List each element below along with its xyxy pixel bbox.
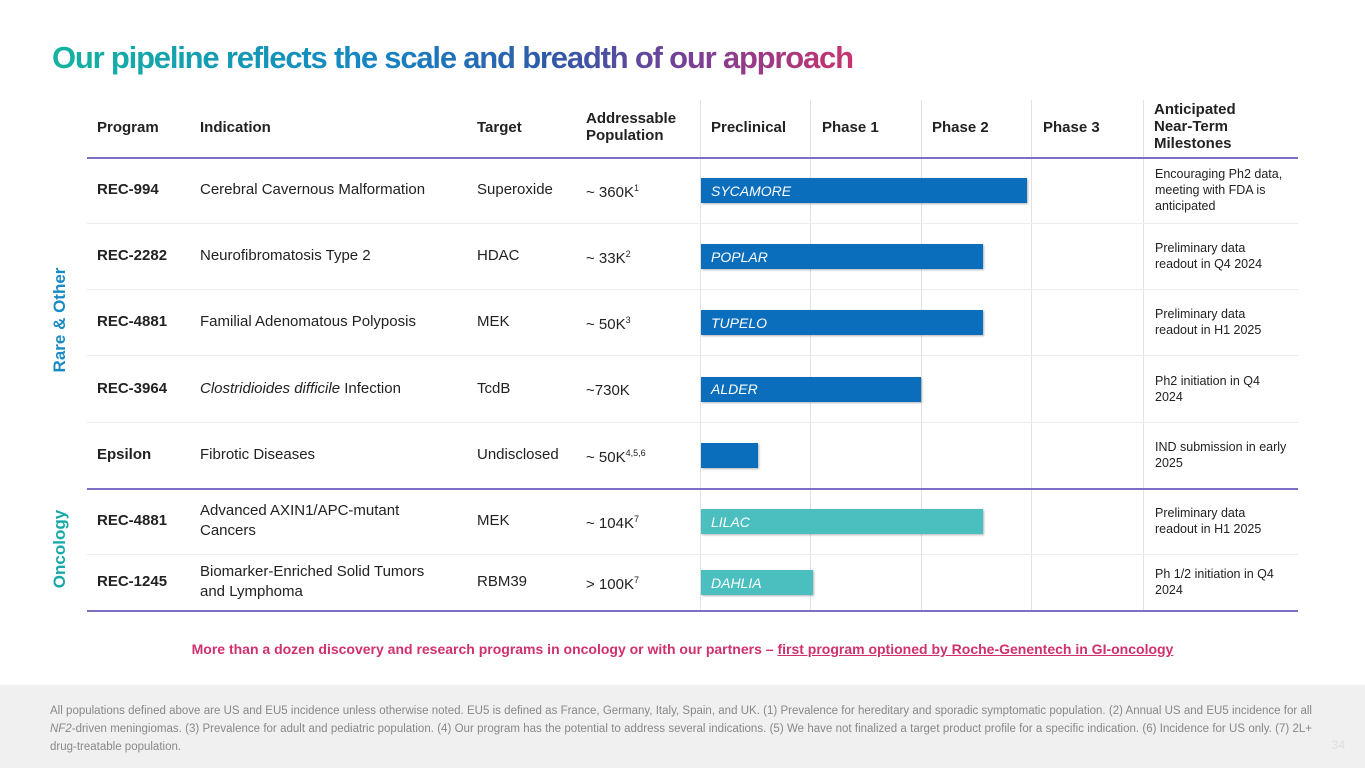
group-divider: [87, 488, 1298, 490]
indication-text: Advanced AXIN1/APC-mutant Cancers: [200, 502, 400, 539]
population-value: ~ 33K: [586, 249, 626, 267]
population-value: ~730K: [586, 382, 630, 399]
population-footnote: 7: [633, 574, 639, 585]
indication-text: Neurofibromatosis Type 2: [200, 247, 371, 264]
progress-bar: [701, 443, 758, 468]
indication-italic: Clostridioides difficile: [200, 379, 341, 397]
population: ~ 33K2: [586, 223, 631, 289]
target: Superoxide: [477, 181, 553, 198]
partnership-note: More than a dozen discovery and research…: [0, 641, 1365, 657]
indication: Clostridioides difficile Infection: [200, 355, 450, 422]
population-value: ~ 104K: [586, 514, 634, 532]
indication-text: Cerebral Cavernous Malformation: [200, 181, 426, 198]
target: MEK: [477, 313, 510, 330]
population: ~ 50K4,5,6: [586, 422, 646, 488]
footnote-text: All populations defined above are US and…: [50, 702, 1312, 756]
milestone: Encouraging Ph2 data, meeting with FDA i…: [1155, 167, 1283, 213]
program-name: REC-3964: [97, 379, 168, 397]
header-program: Program: [97, 119, 159, 136]
population: > 100K7: [586, 554, 639, 610]
page-title: Our pipeline reflects the scale and brea…: [52, 40, 854, 75]
row-divider: [87, 289, 1298, 290]
progress-bar: TUPELO: [701, 310, 984, 335]
indication-text: Familial Adenomatous Polyposis: [200, 313, 416, 330]
group-label-oncology: Oncology: [50, 509, 69, 589]
progress-bar: LILAC: [701, 509, 984, 534]
population-value: ~ 360K: [586, 183, 634, 201]
header-population: Addressable Population: [586, 110, 676, 144]
population-footnote: 7: [633, 513, 639, 524]
indication: Neurofibromatosis Type 2: [200, 223, 450, 289]
population: ~ 104K7: [586, 488, 639, 554]
program-name: REC-4881: [97, 313, 168, 330]
header-milestones-line1: Anticipated: [1154, 101, 1236, 118]
group-label-rare: Rare & Other: [50, 267, 69, 373]
header-preclinical: Preclinical: [711, 119, 787, 136]
row-divider: [87, 422, 1298, 423]
target: TcdB: [477, 379, 511, 397]
row-divider: [87, 223, 1298, 224]
row-divider: [87, 355, 1298, 356]
population-value: ~ 50K: [586, 315, 626, 333]
header-population-line1: Addressable: [586, 110, 677, 127]
progress-bar: DAHLIA: [701, 570, 813, 595]
milestone: Ph 1/2 initiation in Q4 2024: [1155, 567, 1274, 597]
header-milestones-line2: Near-Term: [1154, 118, 1228, 135]
header-phase1: Phase 1: [822, 119, 879, 136]
program-name: Epsilon: [97, 446, 152, 463]
population-footnote: 4,5,6: [625, 447, 646, 458]
header-divider: [87, 157, 1298, 159]
footnote-italic: NF2: [50, 723, 72, 735]
population-footnote: 2: [625, 248, 631, 259]
indication: Cerebral Cavernous Malformation: [200, 157, 450, 223]
program-name: REC-1245: [97, 573, 168, 590]
target: Undisclosed: [477, 446, 559, 463]
header-milestones: Anticipated Near-Term Milestones: [1154, 101, 1236, 152]
header-phase2: Phase 2: [932, 119, 989, 136]
table-bottom-divider: [87, 610, 1298, 612]
indication: Advanced AXIN1/APC-mutant Cancers: [200, 488, 450, 554]
program-name: REC-994: [97, 181, 159, 198]
population: ~730K: [586, 355, 630, 422]
milestone: Preliminary data readout in Q4 2024: [1155, 241, 1263, 271]
milestone: Ph2 initiation in Q4 2024: [1155, 373, 1260, 404]
target: HDAC: [477, 247, 520, 264]
page-number: 34: [1331, 738, 1345, 752]
milestone: IND submission in early 2025: [1155, 440, 1287, 470]
note-text: More than a dozen discovery and research…: [191, 641, 778, 657]
header-indication: Indication: [200, 119, 271, 136]
progress-bar: SYCAMORE: [701, 178, 1028, 203]
target: MEK: [477, 512, 510, 529]
footnote-part2: -driven meningiomas. (3) Prevalence for …: [50, 723, 1312, 753]
indication-text: Infection: [340, 379, 401, 397]
indication-text: Fibrotic Diseases: [200, 446, 316, 463]
program-name: REC-2282: [97, 247, 168, 264]
population-footnote: 3: [625, 314, 631, 325]
progress-bar: POPLAR: [701, 244, 984, 269]
header-population-line2: Population: [586, 127, 664, 144]
indication: Fibrotic Diseases: [200, 422, 450, 488]
note-link[interactable]: first program optioned by Roche-Genentec…: [777, 641, 1174, 657]
header-target: Target: [477, 119, 522, 136]
indication: Familial Adenomatous Polyposis: [200, 289, 450, 355]
population: ~ 50K3: [586, 289, 631, 355]
row-divider: [87, 554, 1298, 555]
indication: Biomarker-Enriched Solid Tumors and Lymp…: [200, 554, 450, 610]
indication-text: Biomarker-Enriched Solid Tumors and Lymp…: [200, 563, 425, 600]
milestone: Preliminary data readout in H1 2025: [1155, 506, 1262, 536]
footnote-part1: All populations defined above are US and…: [50, 705, 1312, 717]
target: RBM39: [477, 573, 528, 590]
population-value: > 100K: [586, 575, 634, 593]
milestone: Preliminary data readout in H1 2025: [1155, 307, 1262, 337]
population-footnote: 1: [633, 182, 639, 193]
program-name: REC-4881: [97, 512, 168, 529]
population: ~ 360K1: [586, 157, 639, 223]
progress-bar: ALDER: [701, 376, 922, 402]
header-phase3: Phase 3: [1043, 119, 1100, 136]
footnotes: All populations defined above are US and…: [0, 685, 1365, 768]
population-value: ~ 50K: [586, 448, 626, 466]
header-milestones-line3: Milestones: [1154, 135, 1232, 152]
